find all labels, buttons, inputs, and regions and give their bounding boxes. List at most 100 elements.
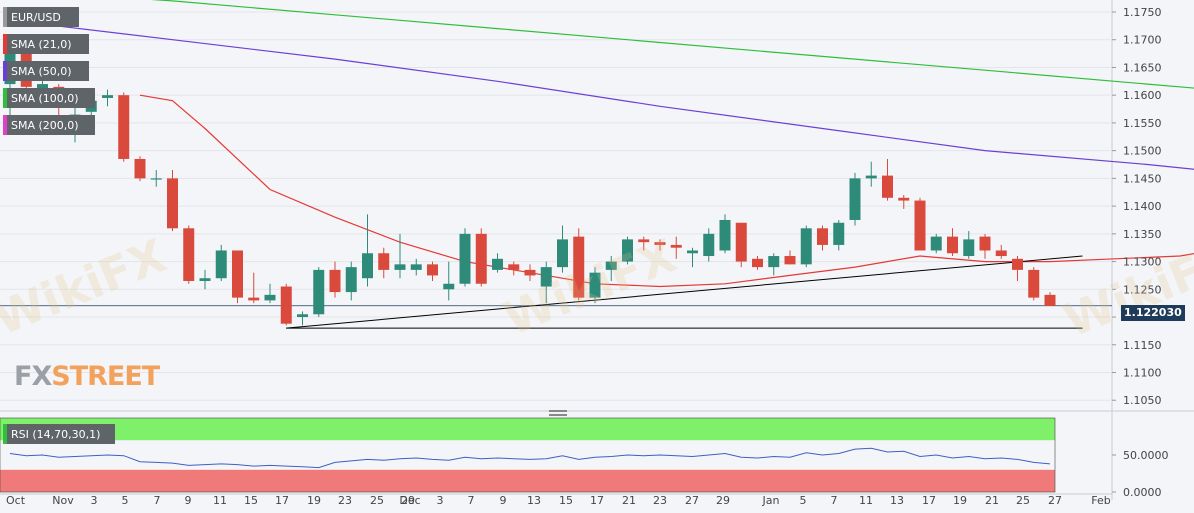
legend-sma200[interactable]: SMA (200,0) <box>3 115 95 135</box>
candle-body <box>280 286 292 324</box>
candle-body <box>394 264 406 270</box>
candle <box>557 225 568 273</box>
candle <box>654 239 666 251</box>
candlesticks <box>4 36 1056 326</box>
candle-body <box>1012 258 1023 270</box>
rsi-legend[interactable]: RSI (14,70,30,1) <box>3 424 115 444</box>
legend-symbol: EUR/USD <box>3 7 79 27</box>
candle-body <box>800 228 812 265</box>
rsi-oversold-zone <box>0 469 1055 492</box>
candle-body <box>638 239 650 243</box>
candle <box>215 244 227 281</box>
candle <box>622 236 633 265</box>
legend-sma21[interactable]: SMA (21,0) <box>3 34 89 54</box>
time-tick-label: 17 <box>590 494 604 507</box>
candle <box>492 253 503 273</box>
candle-body <box>979 236 991 251</box>
panel-resize-handle[interactable] <box>549 410 567 416</box>
candle <box>670 236 682 259</box>
candle-body <box>752 258 763 268</box>
candle-body <box>963 239 975 257</box>
candle <box>865 161 877 187</box>
candle <box>703 228 715 262</box>
price-tick-label: 1.1050 <box>1123 394 1162 407</box>
time-tick-label: 13 <box>890 494 904 507</box>
trendlines <box>286 255 1083 329</box>
time-tick-label: 15 <box>244 494 258 507</box>
rsi-overbought-zone <box>0 418 1055 441</box>
time-tick-label: 5 <box>122 494 129 507</box>
candle <box>475 228 487 287</box>
candle-body <box>833 222 845 245</box>
sma-line-sma100 <box>150 0 1194 89</box>
candle <box>1044 292 1056 306</box>
candle-body <box>654 242 666 245</box>
candle-body <box>670 244 682 248</box>
price-tick-label: 1.1500 <box>1123 145 1162 158</box>
candle <box>995 244 1007 259</box>
candle <box>1028 267 1040 301</box>
candle <box>573 228 585 301</box>
candle-body <box>102 95 113 98</box>
time-tick-label: 29 <box>401 494 415 507</box>
candle <box>183 225 195 284</box>
price-tick-label: 1.1300 <box>1123 256 1162 269</box>
candle-body <box>248 297 260 301</box>
price-tick-label: 1.1550 <box>1123 117 1162 130</box>
candle-body <box>865 175 877 179</box>
candle-body <box>459 233 471 284</box>
time-tick-label: 13 <box>527 494 541 507</box>
candle <box>930 233 942 254</box>
candle <box>1012 256 1023 281</box>
sma-line-sma50 <box>9 19 1194 170</box>
candle <box>687 247 698 268</box>
time-tick-label: 27 <box>1048 494 1062 507</box>
candle-body <box>914 200 926 251</box>
candle <box>150 170 162 187</box>
candle <box>719 214 731 254</box>
candle <box>979 233 991 259</box>
candle <box>508 261 520 276</box>
time-tick-label: Feb <box>1091 494 1110 507</box>
time-tick-label: 19 <box>953 494 967 507</box>
fxstreet-logo: FXSTREET <box>14 361 160 392</box>
candle <box>362 214 373 287</box>
candle-body <box>817 228 828 245</box>
chart-grid <box>0 0 1194 500</box>
candle <box>833 219 845 251</box>
candle-body <box>167 178 178 229</box>
current-price-tag: 1.122030 <box>1121 305 1185 321</box>
candle <box>329 261 341 298</box>
sma-line-sma21 <box>139 94 1194 288</box>
time-tick-label: 17 <box>922 494 936 507</box>
candle-body <box>199 278 211 281</box>
candle <box>394 233 406 279</box>
time-tick-label: 3 <box>437 494 444 507</box>
price-tick-label: 1.1750 <box>1123 6 1162 19</box>
price-tick-label: 1.1250 <box>1123 283 1162 296</box>
price-tick-label: 1.1600 <box>1123 89 1162 102</box>
legend-sma100[interactable]: SMA (100,0) <box>3 88 95 108</box>
candle <box>768 253 780 276</box>
candle-body <box>232 250 243 298</box>
candle <box>784 250 796 265</box>
candle <box>345 261 357 301</box>
candle-body <box>264 294 276 301</box>
time-tick-label: 29 <box>716 494 730 507</box>
time-tick-label: 9 <box>500 494 507 507</box>
price-tick-label: 1.1100 <box>1123 367 1162 380</box>
time-tick-label: 11 <box>213 494 227 507</box>
rsi-frame <box>0 417 1056 493</box>
time-tick-label: 19 <box>307 494 321 507</box>
candle <box>605 256 617 281</box>
time-tick-label: 11 <box>859 494 873 507</box>
legend-sma50[interactable]: SMA (50,0) <box>3 61 89 81</box>
candle <box>199 269 211 290</box>
candle-body <box>378 253 390 270</box>
candle-body <box>508 264 520 270</box>
sma-lines <box>9 0 1194 288</box>
time-tick-label: 3 <box>91 494 98 507</box>
candle-body <box>995 250 1007 257</box>
candle <box>800 225 812 268</box>
